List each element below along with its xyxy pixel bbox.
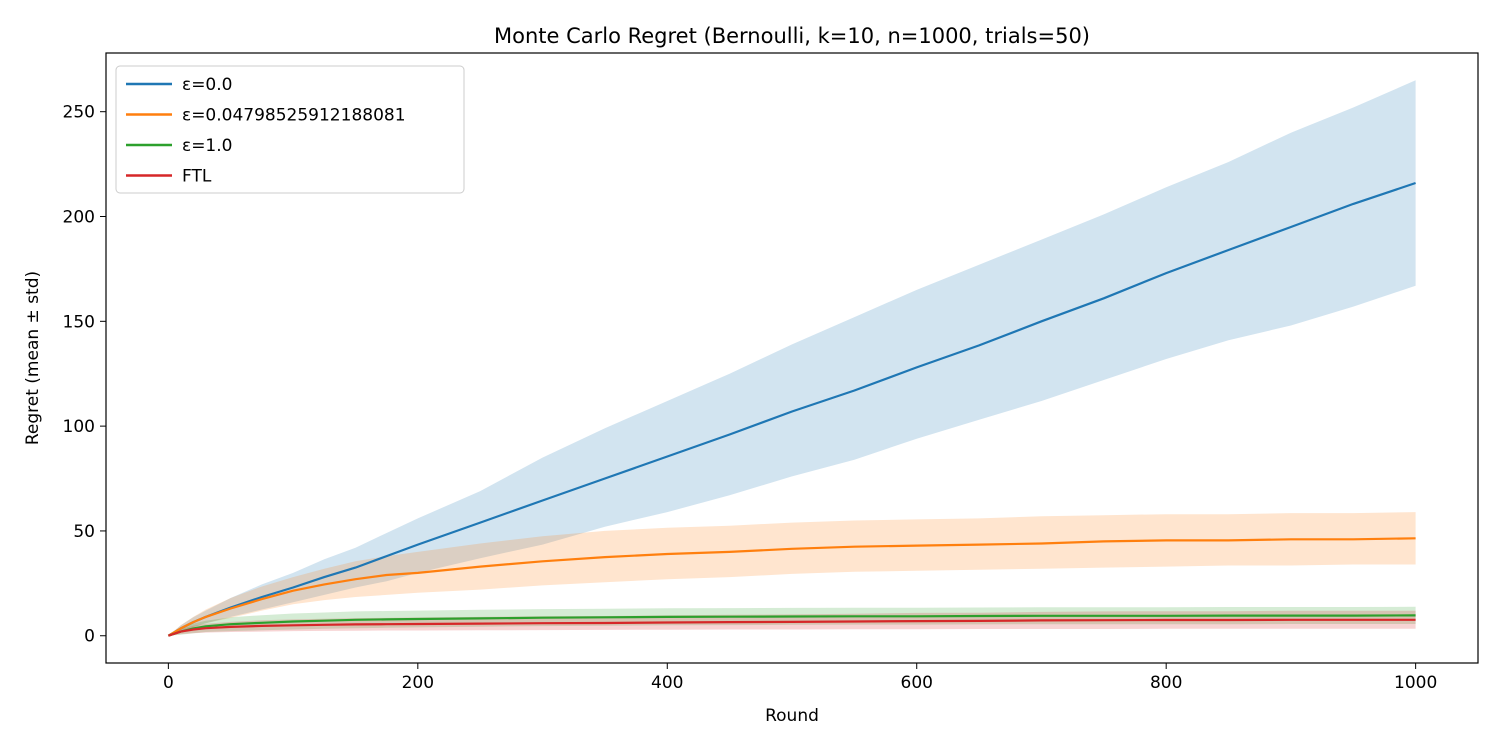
band-0-04798525912188081-1	[168, 512, 1416, 636]
line-1-0-2	[168, 614, 1416, 637]
legend-box	[115, 65, 465, 194]
band-0-0-0	[168, 80, 1416, 636]
line-0-0-0	[167, 181, 1416, 637]
x-tick-label: 400	[651, 673, 683, 693]
y-tick-label: 100	[63, 417, 95, 437]
legend-label: ε=0.04798525912188081	[182, 106, 406, 126]
x-tick-label: 800	[1150, 673, 1182, 693]
x-axis: 0 200 400 600 800 1000	[163, 663, 1437, 693]
x-tick-label: 0	[163, 673, 174, 693]
line-ftl-3	[168, 618, 1416, 637]
legend: ε=0.0 ε=0.04798525912188081 ε=1.0 FTL	[115, 65, 465, 194]
x-tick-label: 200	[402, 673, 434, 693]
x-tick-label: 600	[901, 673, 933, 693]
y-axis-label: Regret (mean ± std)	[23, 271, 43, 445]
plot-frame	[105, 52, 1479, 664]
y-tick-label: 0	[84, 627, 95, 647]
mean-lines	[167, 181, 1416, 637]
x-axis-label: Round	[765, 706, 819, 726]
legend-label: ε=0.0	[182, 75, 232, 95]
y-axis: 0 50 100 150 200 250	[63, 103, 106, 647]
y-tick-label: 50	[73, 522, 95, 542]
line-0-04798525912188081-1	[167, 537, 1416, 637]
x-tick-label: 1000	[1394, 673, 1437, 693]
chart-title: Monte Carlo Regret (Bernoulli, k=10, n=1…	[494, 24, 1090, 48]
legend-label: ε=1.0	[182, 136, 232, 156]
band-ftl-3	[168, 610, 1416, 636]
y-tick-label: 250	[63, 103, 95, 123]
legend-label: FTL	[182, 167, 212, 187]
y-tick-label: 200	[63, 208, 95, 228]
y-tick-label: 150	[63, 312, 95, 332]
